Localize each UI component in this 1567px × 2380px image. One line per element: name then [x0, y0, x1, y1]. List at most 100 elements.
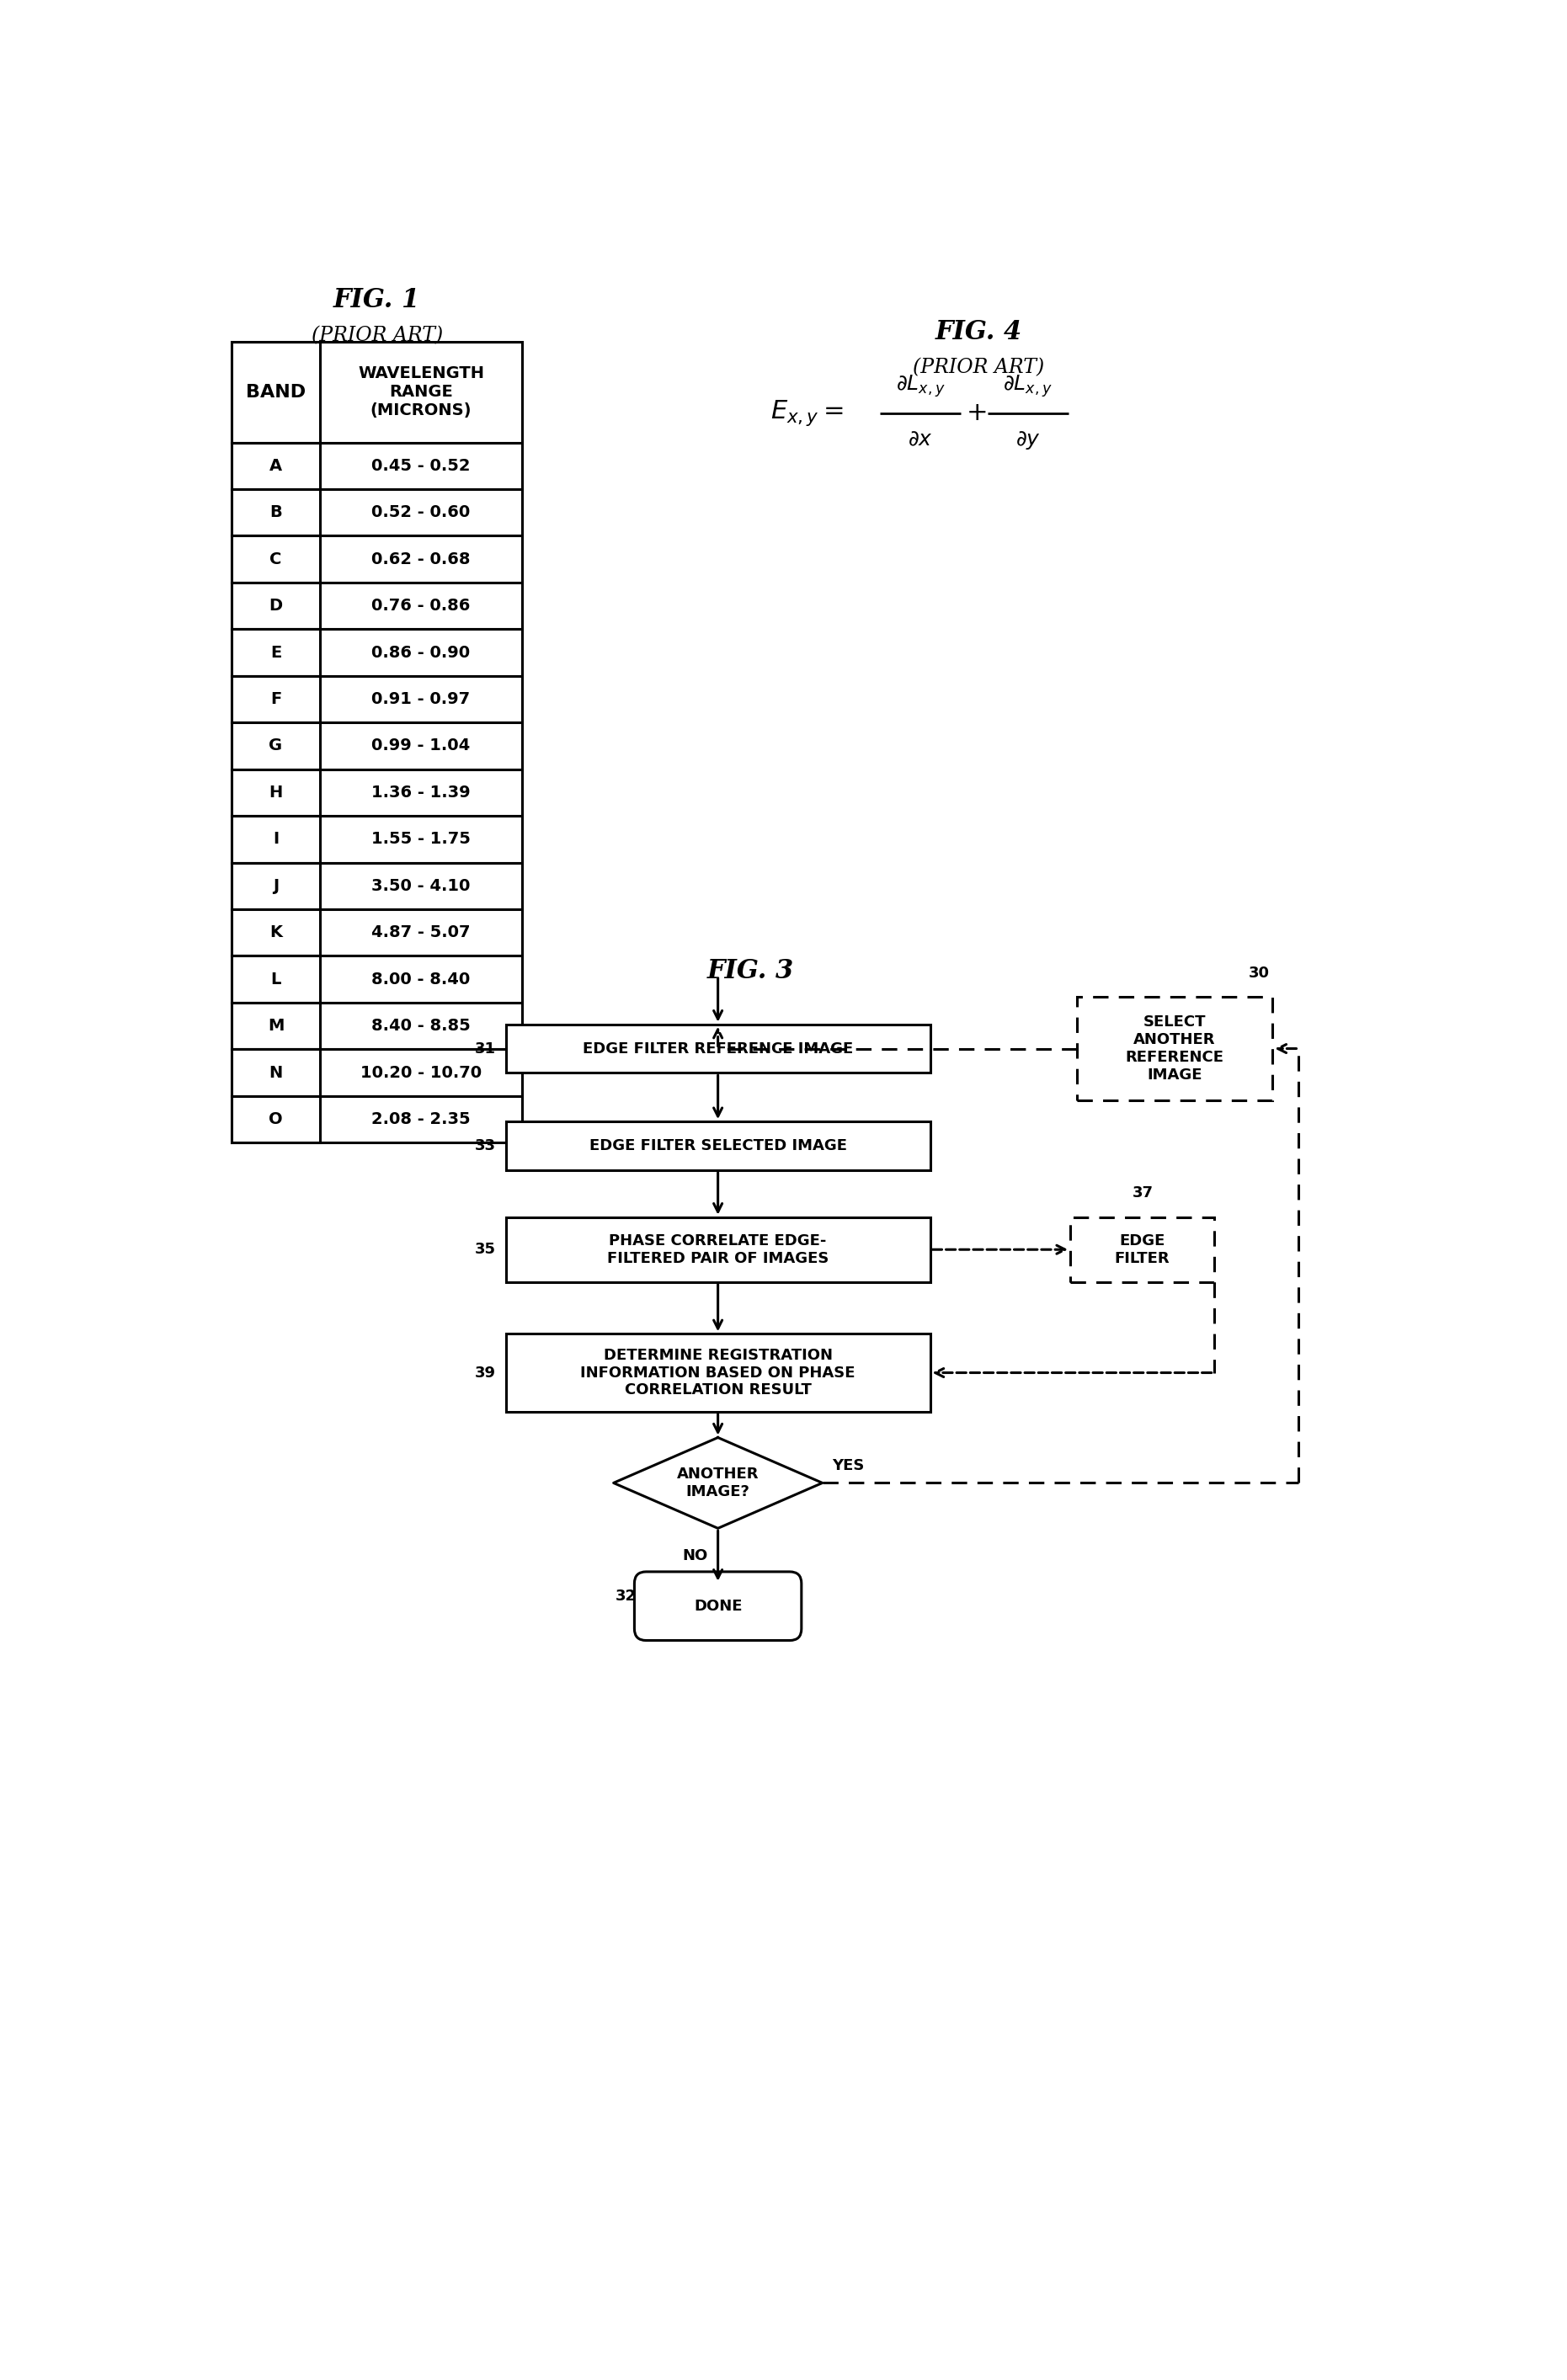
Text: $+$: $+$	[965, 400, 986, 426]
FancyBboxPatch shape	[232, 343, 320, 443]
Text: 0.45 - 0.52: 0.45 - 0.52	[371, 457, 470, 474]
Text: 3.50 - 4.10: 3.50 - 4.10	[371, 878, 470, 895]
Text: L: L	[271, 971, 280, 988]
FancyBboxPatch shape	[232, 862, 320, 909]
FancyBboxPatch shape	[232, 1002, 320, 1050]
FancyBboxPatch shape	[232, 816, 522, 862]
Text: 30: 30	[1249, 966, 1269, 981]
Text: 0.62 - 0.68: 0.62 - 0.68	[371, 552, 470, 566]
Text: BAND: BAND	[246, 383, 306, 400]
FancyBboxPatch shape	[232, 443, 522, 490]
Text: 32: 32	[616, 1590, 636, 1604]
Text: J: J	[273, 878, 279, 895]
FancyBboxPatch shape	[232, 583, 522, 628]
FancyBboxPatch shape	[232, 1095, 522, 1142]
Text: 8.40 - 8.85: 8.40 - 8.85	[371, 1019, 470, 1033]
FancyBboxPatch shape	[232, 1002, 522, 1050]
Text: $E_{x,y}=$: $E_{x,y}=$	[769, 397, 843, 428]
FancyBboxPatch shape	[232, 628, 320, 676]
FancyBboxPatch shape	[232, 957, 320, 1002]
Text: 37: 37	[1133, 1185, 1153, 1202]
FancyBboxPatch shape	[232, 676, 320, 724]
FancyBboxPatch shape	[232, 628, 522, 676]
Text: 0.99 - 1.04: 0.99 - 1.04	[371, 738, 470, 754]
Text: EDGE
FILTER: EDGE FILTER	[1114, 1233, 1169, 1266]
Text: DETERMINE REGISTRATION
INFORMATION BASED ON PHASE
CORRELATION RESULT: DETERMINE REGISTRATION INFORMATION BASED…	[580, 1347, 856, 1397]
Text: PHASE CORRELATE EDGE-
FILTERED PAIR OF IMAGES: PHASE CORRELATE EDGE- FILTERED PAIR OF I…	[606, 1233, 829, 1266]
Text: 8.00 - 8.40: 8.00 - 8.40	[371, 971, 470, 988]
Text: EDGE FILTER SELECTED IMAGE: EDGE FILTER SELECTED IMAGE	[589, 1138, 846, 1154]
Text: (PRIOR ART): (PRIOR ART)	[312, 326, 443, 345]
FancyBboxPatch shape	[232, 769, 320, 816]
FancyBboxPatch shape	[232, 490, 522, 536]
Text: FIG. 3: FIG. 3	[707, 957, 794, 983]
FancyBboxPatch shape	[232, 536, 522, 583]
Text: G: G	[270, 738, 282, 754]
Text: SELECT
ANOTHER
REFERENCE
IMAGE: SELECT ANOTHER REFERENCE IMAGE	[1125, 1014, 1224, 1083]
Text: (PRIOR ART): (PRIOR ART)	[914, 359, 1045, 378]
FancyBboxPatch shape	[232, 816, 320, 862]
Text: C: C	[270, 552, 282, 566]
Text: 0.52 - 0.60: 0.52 - 0.60	[371, 505, 470, 521]
Text: 0.76 - 0.86: 0.76 - 0.86	[371, 597, 470, 614]
FancyBboxPatch shape	[232, 909, 522, 957]
Text: FIG. 1: FIG. 1	[334, 288, 420, 312]
FancyBboxPatch shape	[232, 862, 522, 909]
Text: $\partial L_{x,y}$: $\partial L_{x,y}$	[895, 374, 945, 400]
FancyBboxPatch shape	[1070, 1216, 1214, 1283]
Text: H: H	[270, 785, 282, 800]
FancyBboxPatch shape	[1077, 997, 1272, 1100]
Text: EDGE FILTER REFERENCE IMAGE: EDGE FILTER REFERENCE IMAGE	[583, 1040, 852, 1057]
Text: K: K	[270, 923, 282, 940]
FancyBboxPatch shape	[232, 343, 522, 443]
FancyBboxPatch shape	[635, 1571, 801, 1640]
FancyBboxPatch shape	[232, 536, 320, 583]
Text: O: O	[270, 1111, 282, 1128]
FancyBboxPatch shape	[232, 957, 522, 1002]
Text: FIG. 4: FIG. 4	[935, 319, 1022, 345]
Text: E: E	[270, 645, 282, 662]
FancyBboxPatch shape	[232, 443, 320, 490]
FancyBboxPatch shape	[506, 1121, 929, 1171]
FancyBboxPatch shape	[232, 583, 320, 628]
Text: $\partial L_{x,y}$: $\partial L_{x,y}$	[1003, 374, 1053, 400]
FancyBboxPatch shape	[232, 1050, 522, 1095]
FancyBboxPatch shape	[232, 490, 320, 536]
Text: 2.08 - 2.35: 2.08 - 2.35	[371, 1111, 470, 1128]
Text: 10.20 - 10.70: 10.20 - 10.70	[360, 1064, 481, 1081]
FancyBboxPatch shape	[232, 769, 522, 816]
FancyBboxPatch shape	[506, 1333, 929, 1411]
Text: M: M	[268, 1019, 284, 1033]
Text: 1.36 - 1.39: 1.36 - 1.39	[371, 785, 470, 800]
Text: 0.86 - 0.90: 0.86 - 0.90	[371, 645, 470, 662]
FancyBboxPatch shape	[506, 1023, 929, 1073]
FancyBboxPatch shape	[232, 724, 320, 769]
Text: DONE: DONE	[694, 1599, 743, 1614]
Text: ANOTHER
IMAGE?: ANOTHER IMAGE?	[677, 1466, 758, 1499]
FancyBboxPatch shape	[232, 1095, 320, 1142]
FancyBboxPatch shape	[232, 724, 522, 769]
Text: 31: 31	[475, 1040, 497, 1057]
Text: $\partial x$: $\partial x$	[907, 431, 932, 450]
Text: 0.91 - 0.97: 0.91 - 0.97	[371, 690, 470, 707]
Polygon shape	[614, 1438, 823, 1528]
Text: B: B	[270, 505, 282, 521]
Text: YES: YES	[832, 1459, 865, 1473]
Text: 35: 35	[475, 1242, 497, 1257]
FancyBboxPatch shape	[232, 909, 320, 957]
Text: D: D	[270, 597, 282, 614]
FancyBboxPatch shape	[506, 1216, 929, 1283]
FancyBboxPatch shape	[232, 1050, 320, 1095]
Text: 39: 39	[475, 1366, 497, 1380]
Text: A: A	[270, 457, 282, 474]
FancyBboxPatch shape	[232, 676, 522, 724]
Text: 4.87 - 5.07: 4.87 - 5.07	[371, 923, 470, 940]
Text: 33: 33	[475, 1138, 497, 1154]
Text: WAVELENGTH
RANGE
(MICRONS): WAVELENGTH RANGE (MICRONS)	[357, 367, 484, 419]
Text: N: N	[270, 1064, 282, 1081]
Text: 1.55 - 1.75: 1.55 - 1.75	[371, 831, 470, 847]
Text: NO: NO	[683, 1549, 708, 1564]
Text: I: I	[273, 831, 279, 847]
Text: F: F	[270, 690, 282, 707]
Text: $\partial y$: $\partial y$	[1015, 428, 1040, 452]
